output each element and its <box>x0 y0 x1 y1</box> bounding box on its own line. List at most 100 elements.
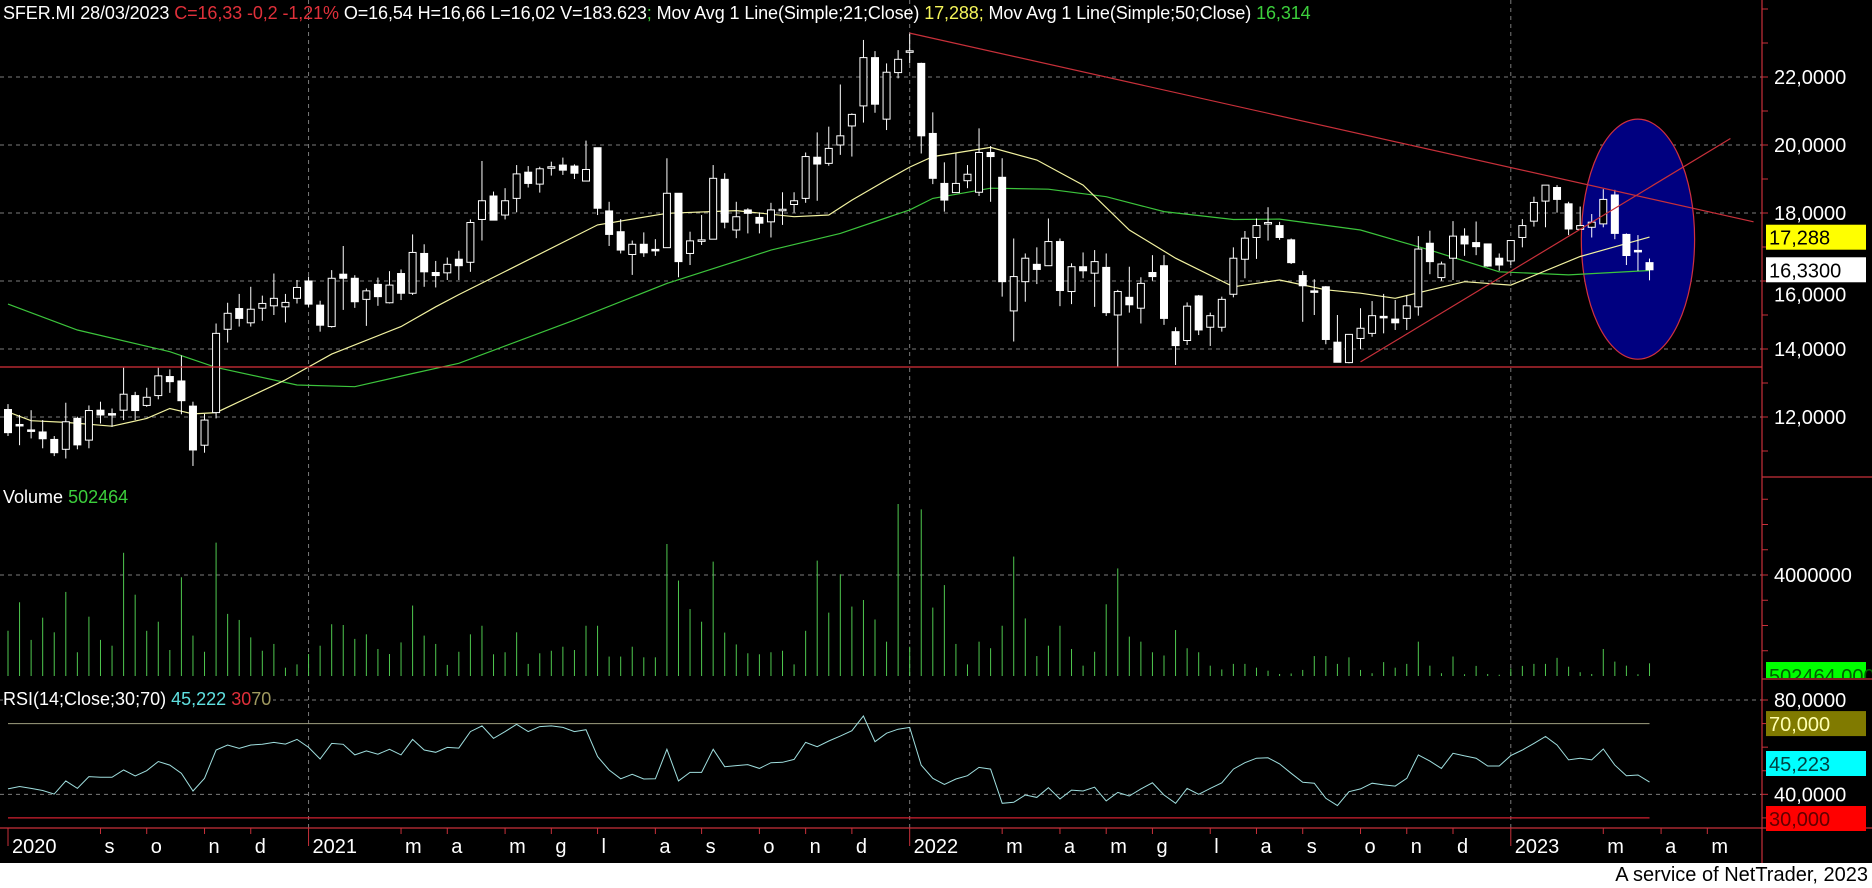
candle-up <box>512 173 521 199</box>
x-tick-label: d <box>255 836 266 858</box>
chart-header: SFER.MI 28/03/2023 C=16,33 -0,2 -1,21% O… <box>3 3 1311 24</box>
chart-background <box>0 0 1872 863</box>
x-tick-label: m <box>1711 836 1728 858</box>
candle-down <box>454 258 463 267</box>
candle-down <box>489 195 498 221</box>
candle-down <box>1310 290 1319 293</box>
candle-down <box>1321 286 1330 340</box>
down-trendline <box>909 32 1754 223</box>
candle-up <box>443 263 452 274</box>
last-value-box-rsi_low <box>1766 806 1866 831</box>
ma50-line <box>7 187 1650 388</box>
candle-down <box>1379 315 1388 319</box>
candle-up <box>1067 266 1076 293</box>
candle-down <box>350 277 359 303</box>
rsi-label: RSI(14;Close;30;70) <box>3 689 167 709</box>
x-tick-label: a <box>1064 836 1076 858</box>
candle-up <box>327 277 336 328</box>
candle-up <box>142 396 151 406</box>
last-value-box-volume <box>1766 662 1866 678</box>
x-tick-label: o <box>763 836 774 858</box>
footer-credit: A service of NetTrader, 2023 <box>1615 864 1868 886</box>
x-tick-label: g <box>1156 836 1167 858</box>
candle-down <box>1483 243 1492 267</box>
candle-down <box>50 438 59 454</box>
price-axis-label: 16,0000 <box>1774 284 1846 306</box>
candle-up <box>894 58 903 74</box>
price-axis-label: 20,0000 <box>1774 135 1846 157</box>
candle-down <box>1160 265 1168 319</box>
candle-down <box>928 132 937 179</box>
candle-up <box>824 147 833 164</box>
candle-up <box>709 177 718 240</box>
candle-down <box>177 380 186 402</box>
candle-up <box>1090 261 1099 274</box>
ma21-value: 17,288 <box>924 3 979 23</box>
candle-down <box>96 409 105 416</box>
candle-up <box>1217 298 1226 328</box>
candle-down <box>524 171 533 184</box>
candle-down <box>651 248 660 252</box>
candle-up <box>200 419 209 446</box>
volume-panel-label: Volume 502464 <box>3 487 128 508</box>
rsi-low: 30 <box>231 689 252 709</box>
candle-up <box>293 286 301 299</box>
x-tick-label: a <box>659 836 671 858</box>
ma50-value: 16,314 <box>1256 3 1311 23</box>
candle-down <box>743 209 752 214</box>
candle-down <box>1495 257 1504 266</box>
candle-up <box>582 168 590 182</box>
candle-down <box>1079 266 1088 272</box>
candle-up <box>628 243 637 255</box>
x-tick-label: l <box>1214 836 1218 858</box>
candle-up <box>882 71 891 120</box>
candle-up <box>1402 305 1411 319</box>
candle-down <box>235 308 244 319</box>
candle-down <box>998 176 1007 283</box>
candle-down <box>304 280 313 305</box>
x-tick-label: m <box>1006 836 1023 858</box>
candle-down <box>1102 266 1111 314</box>
x-tick-label: 2023 <box>1515 836 1560 858</box>
candle-up <box>1264 222 1273 225</box>
candle-down <box>131 395 140 412</box>
candles <box>4 33 1654 466</box>
candle-up <box>466 222 475 263</box>
x-tick-label: 2021 <box>313 836 358 858</box>
candle-down <box>38 431 47 440</box>
ma50-legend: Mov Avg 1 Line(Simple;50;Close) <box>988 3 1252 23</box>
x-tick-label: l <box>602 836 606 858</box>
candle-down <box>1032 263 1041 270</box>
candle-up <box>1021 257 1030 283</box>
candle-down <box>871 57 879 105</box>
rsi-axis-label: 40,0000 <box>1774 784 1846 806</box>
candle-up <box>154 375 163 397</box>
candle-up <box>269 297 278 307</box>
candle-up <box>246 308 255 324</box>
candle-up <box>547 166 556 169</box>
last-value-box-close <box>1766 257 1866 283</box>
x-tick-label: m <box>1110 836 1127 858</box>
last-value-label-close: 16,3300 <box>1769 260 1841 282</box>
candle-down <box>616 231 625 251</box>
volume-bars <box>7 504 1651 676</box>
candle-up <box>258 302 267 309</box>
candle-down <box>1564 203 1573 230</box>
candle-down <box>73 417 82 446</box>
candle-up <box>1183 305 1192 342</box>
candle-up <box>836 135 845 146</box>
candle-up <box>1506 240 1515 262</box>
candle-down <box>1645 262 1654 271</box>
volume-axis-label: 4000000 <box>1774 565 1852 587</box>
candle-up <box>732 216 741 231</box>
candle-up <box>1449 235 1457 259</box>
candle-down <box>1425 242 1434 263</box>
candle-down <box>674 192 683 263</box>
candle-down <box>108 413 117 416</box>
candle-up <box>1229 257 1238 295</box>
candle-down <box>397 273 406 294</box>
x-tick-label: o <box>151 836 162 858</box>
candle-down <box>986 151 995 158</box>
x-tick-label: s <box>1307 836 1317 858</box>
x-tick-label: g <box>555 836 566 858</box>
